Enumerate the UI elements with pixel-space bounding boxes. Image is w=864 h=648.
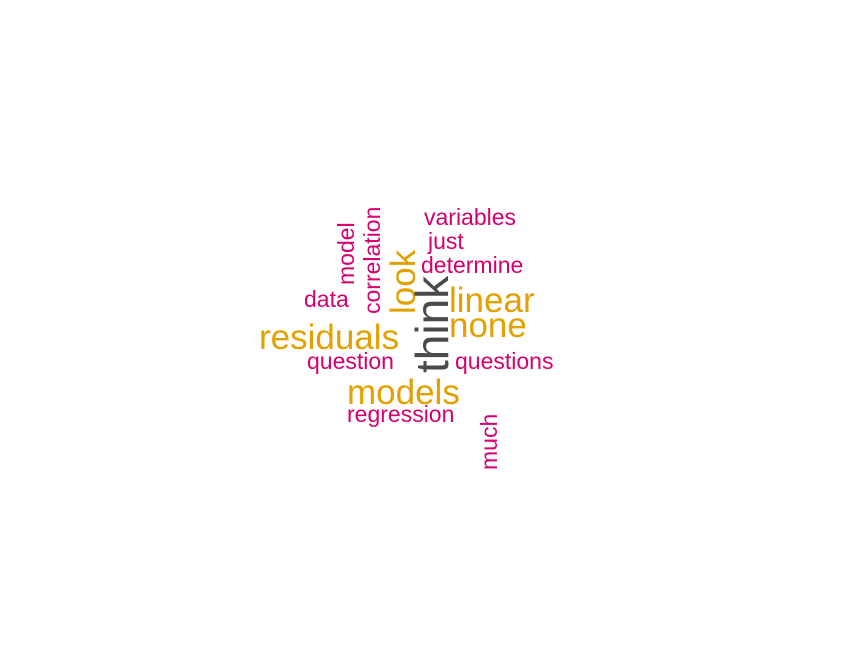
word-linear: linear: [449, 281, 535, 320]
word-data: data: [304, 286, 349, 312]
word-none: none: [449, 306, 527, 345]
word-models: models: [347, 373, 460, 412]
word-much: much: [476, 413, 502, 470]
word-question: question: [307, 348, 394, 374]
word-think: think: [406, 275, 458, 373]
word-correlation: correlation: [359, 206, 385, 314]
word-variables: variables: [424, 204, 517, 230]
word-just: just: [428, 228, 464, 254]
word-model: model: [333, 222, 359, 285]
word-questions: questions: [455, 348, 554, 374]
word-residuals: residuals: [259, 318, 400, 357]
word-regression: regression: [347, 401, 455, 427]
word-determine: determine: [421, 252, 524, 278]
